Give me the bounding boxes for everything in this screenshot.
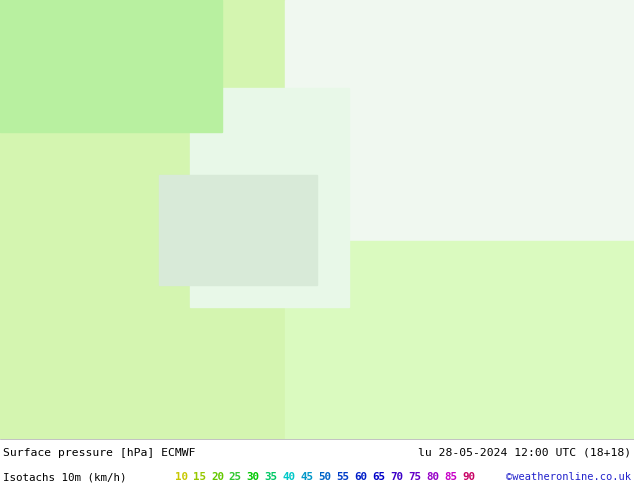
Text: 45: 45	[301, 472, 314, 482]
Text: 30: 30	[247, 472, 260, 482]
Text: Surface pressure [hPa] ECMWF: Surface pressure [hPa] ECMWF	[3, 448, 195, 458]
Text: 20: 20	[211, 472, 224, 482]
Bar	[0, 0, 222, 132]
Text: 65: 65	[372, 472, 385, 482]
Text: 80: 80	[426, 472, 439, 482]
Text: 60: 60	[354, 472, 368, 482]
Bar	[285, 241, 634, 439]
Text: 40: 40	[283, 472, 295, 482]
Text: ©weatheronline.co.uk: ©weatheronline.co.uk	[506, 472, 631, 482]
Bar	[285, 0, 634, 241]
Text: 55: 55	[337, 472, 349, 482]
Text: 70: 70	[391, 472, 403, 482]
Text: 35: 35	[265, 472, 278, 482]
Text: 75: 75	[408, 472, 421, 482]
Bar	[190, 88, 349, 307]
Text: 90: 90	[462, 472, 475, 482]
Text: 85: 85	[444, 472, 457, 482]
Text: Isotachs 10m (km/h): Isotachs 10m (km/h)	[3, 472, 127, 482]
Text: 25: 25	[229, 472, 242, 482]
Bar	[158, 175, 317, 285]
Text: 10: 10	[175, 472, 188, 482]
Text: 50: 50	[318, 472, 332, 482]
Text: 15: 15	[193, 472, 206, 482]
Bar	[0, 0, 285, 439]
Text: lu 28-05-2024 12:00 UTC (18+18): lu 28-05-2024 12:00 UTC (18+18)	[418, 448, 631, 458]
